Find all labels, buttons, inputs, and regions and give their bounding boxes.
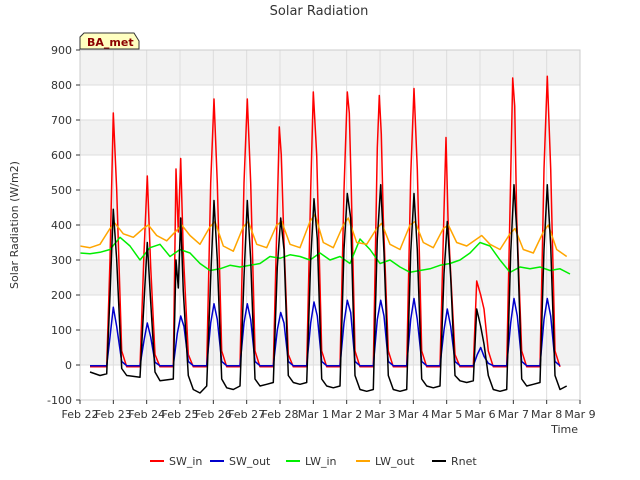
y-tick-label: 500 bbox=[51, 184, 72, 197]
y-tick-label: 900 bbox=[51, 44, 72, 57]
y-tick-label: 700 bbox=[51, 114, 72, 127]
series-line-rnet bbox=[89, 184, 568, 394]
x-tick-label: Feb 27 bbox=[228, 408, 265, 421]
legend-label: LW_out bbox=[375, 455, 415, 468]
x-axis-label: Time bbox=[550, 423, 578, 436]
x-tick-label: Feb 23 bbox=[95, 408, 132, 421]
series-line-lw-out bbox=[79, 213, 568, 258]
site-badge-box bbox=[79, 32, 140, 50]
x-tick-label: Feb 24 bbox=[128, 408, 165, 421]
x-tick-label: Mar 1 bbox=[298, 408, 329, 421]
series-line-sw-out bbox=[90, 297, 561, 367]
legend-item: SW_in bbox=[150, 455, 202, 468]
grid-band bbox=[80, 330, 580, 365]
y-tick-label: 200 bbox=[51, 289, 72, 302]
x-tick-label: Feb 22 bbox=[62, 408, 99, 421]
legend-label: LW_in bbox=[305, 455, 337, 468]
y-tick-label: 800 bbox=[51, 79, 72, 92]
y-tick-label: 0 bbox=[65, 359, 72, 372]
x-tick-label: Mar 9 bbox=[564, 408, 595, 421]
legend-item: LW_in bbox=[286, 455, 337, 468]
x-tick-label: Mar 2 bbox=[331, 408, 362, 421]
x-tick-label: Mar 5 bbox=[431, 408, 462, 421]
legend-item: LW_out bbox=[356, 455, 415, 468]
x-tick-label: Mar 8 bbox=[531, 408, 562, 421]
x-tick-label: Mar 4 bbox=[398, 408, 429, 421]
site-badge-label: BA_met bbox=[87, 36, 134, 49]
x-tick-label: Mar 6 bbox=[464, 408, 495, 421]
x-tick-label: Feb 28 bbox=[262, 408, 299, 421]
site-badge: BA_met bbox=[79, 32, 140, 50]
chart-title: Solar Radiation bbox=[270, 4, 369, 19]
y-tick-label: 400 bbox=[51, 219, 72, 232]
legend-item: Rnet bbox=[432, 455, 477, 468]
legend-item: SW_out bbox=[210, 455, 271, 468]
x-tick-label: Mar 7 bbox=[498, 408, 529, 421]
grid-band bbox=[80, 260, 580, 295]
y-tick-label: 100 bbox=[51, 324, 72, 337]
y-tick-label: 600 bbox=[51, 149, 72, 162]
x-tick-label: Feb 26 bbox=[195, 408, 232, 421]
legend-label: SW_out bbox=[229, 455, 271, 468]
grid-bands bbox=[80, 50, 580, 365]
x-tick-label: Feb 25 bbox=[162, 408, 199, 421]
y-axis-label: Solar Radiation (W/m2) bbox=[8, 161, 21, 289]
y-tick-label: -100 bbox=[47, 394, 72, 407]
y-tick-label: 300 bbox=[51, 254, 72, 267]
y-axis-ticks: -100 0 100 200 300 400 500 600 700 800 900 bbox=[47, 44, 80, 407]
grid-band bbox=[80, 50, 580, 85]
legend-label: SW_in bbox=[169, 455, 202, 468]
series-layer bbox=[79, 75, 571, 394]
legend: SW_in SW_out LW_in LW_out Rnet bbox=[150, 455, 477, 468]
series-line-lw-in bbox=[79, 236, 571, 275]
grid-band bbox=[80, 190, 580, 225]
x-tick-label: Mar 3 bbox=[364, 408, 395, 421]
legend-label: Rnet bbox=[451, 455, 477, 468]
grid-band bbox=[80, 120, 580, 155]
